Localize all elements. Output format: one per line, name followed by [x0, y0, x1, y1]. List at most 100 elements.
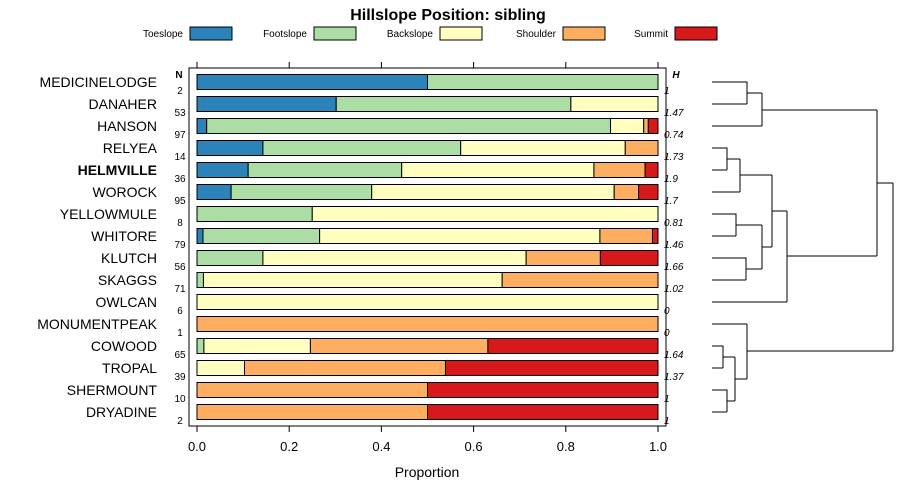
legend-swatch-backslope [439, 26, 483, 41]
bar-skaggs-backslope [202, 272, 503, 288]
bar-klutch-shoulder [525, 250, 601, 266]
legend-label-toeslope: Toeslope [143, 29, 183, 40]
category-label-klutch: KLUTCH [101, 250, 157, 266]
h-value-danaher: 1.47 [664, 108, 684, 119]
legend-label-shoulder: Shoulder [516, 29, 557, 40]
bar-helmville-toeslope [196, 162, 249, 178]
bar-danaher-toeslope [196, 96, 337, 112]
legend-label-summit: Summit [634, 29, 668, 40]
legend-swatch-shoulder [562, 26, 606, 41]
x-axis: 0.0 0.2 0.4 0.6 0.8 1.0 [188, 62, 667, 454]
category-label-hanson: HANSON [97, 118, 157, 134]
bar-tropal-shoulder [243, 360, 446, 376]
h-value-klutch: 1.66 [664, 262, 684, 273]
n-value-tropal: 39 [174, 372, 186, 383]
n-value-yellowmule: 8 [177, 218, 183, 229]
bar-hanson-toeslope [196, 118, 208, 134]
bar-hanson-backslope [610, 118, 645, 134]
bar-relyea-backslope [460, 140, 626, 156]
h-value-owlcan: 0 [664, 306, 670, 317]
bar-whitore-toeslope [196, 228, 204, 244]
bar-relyea-shoulder [624, 140, 659, 156]
category-label-danaher: DANAHER [89, 96, 157, 112]
n-value-whitore: 79 [174, 240, 186, 251]
h-value-shermount: 1 [664, 394, 670, 405]
bar-yellowmule-backslope [311, 206, 659, 222]
legend-swatch-toeslope [189, 26, 233, 41]
bar-monumentpeak-shoulder [196, 316, 659, 332]
category-label-worock: WOROCK [92, 184, 157, 200]
category-label-monumentpeak: MONUMENTPEAK [37, 316, 157, 332]
n-value-medicinelodge: 2 [177, 86, 183, 97]
n-value-helmville: 36 [174, 174, 186, 185]
dendrogram-branch [712, 345, 724, 368]
h-value-tropal: 1.37 [664, 372, 684, 383]
h-value-whitore: 1.46 [664, 240, 684, 251]
dendrogram [712, 81, 894, 413]
h-value-yellowmule: 0.81 [664, 218, 683, 229]
x-tick-label-0-4: 0.4 [372, 439, 390, 454]
h-value-relyea: 1.73 [664, 152, 684, 163]
category-label-skaggs: SKAGGS [98, 272, 157, 288]
h-value-skaggs: 1.02 [664, 284, 684, 295]
n-value-worock: 95 [174, 196, 186, 207]
category-label-dryadine: DRYADINE [86, 404, 157, 420]
bar-klutch-summit [599, 250, 659, 266]
bar-worock-footslope [230, 184, 373, 200]
bar-whitore-summit [651, 228, 659, 244]
n-value-shermount: 10 [174, 394, 186, 405]
bar-klutch-backslope [262, 250, 527, 266]
category-labels: MEDICINELODGE DANAHER HANSON RELYEA HELMVILL… [37, 74, 157, 420]
bar-whitore-shoulder [599, 228, 653, 244]
bar-hanson-shoulder [643, 118, 649, 134]
bar-helmville-footslope [247, 162, 403, 178]
bars [196, 74, 659, 420]
n-value-hanson: 97 [174, 130, 186, 141]
bar-worock-shoulder [613, 184, 640, 200]
bar-cowood-backslope [203, 338, 311, 354]
dendrogram-branch [712, 81, 748, 104]
x-axis-label: Proportion [395, 464, 460, 480]
h-value-helmville: 1.9 [664, 174, 678, 185]
h-column: 1 1.47 0.74 1.73 1.9 1.7 0.81 1.46 1.66 1.02 0 0 1.6… [664, 86, 684, 427]
x-tick-label-0-6: 0.6 [465, 439, 483, 454]
bar-danaher-footslope [335, 96, 572, 112]
dendrogram-branch [712, 213, 737, 236]
chart-title: Hillslope Position: sibling [350, 7, 546, 24]
h-value-cowood: 1.64 [664, 350, 684, 361]
h-value-medicinelodge: 1 [664, 86, 670, 97]
bar-shermount-summit [427, 382, 659, 398]
category-label-whitore: WHITORE [91, 228, 157, 244]
bar-hanson-summit [647, 118, 659, 134]
plot-frame [188, 67, 667, 427]
bar-klutch-footslope [196, 250, 264, 266]
bar-relyea-toeslope [196, 140, 264, 156]
bar-cowood-summit [487, 338, 659, 354]
h-value-worock: 1.7 [664, 196, 678, 207]
bar-yellowmule-footslope [196, 206, 313, 222]
bar-shermount-shoulder [196, 382, 428, 398]
bar-dryadine-shoulder [196, 404, 428, 420]
n-value-danaher: 53 [174, 108, 186, 119]
bar-danaher-backslope [570, 96, 659, 112]
bar-helmville-shoulder [593, 162, 646, 178]
n-value-skaggs: 71 [174, 284, 186, 295]
legend: Toeslope Footslope Backslope Shoulder Summit [143, 26, 718, 41]
n-value-dryadine: 2 [177, 416, 183, 427]
category-label-yellowmule: YELLOWMULE [60, 206, 157, 222]
category-label-owlcan: OWLCAN [96, 294, 157, 310]
category-label-helmville: HELMVILLE [78, 162, 157, 178]
n-value-relyea: 14 [174, 152, 186, 163]
dendrogram-branch [712, 257, 747, 280]
category-label-shermount: SHERMOUNT [67, 382, 158, 398]
h-value-hanson: 0.74 [664, 130, 684, 141]
bar-helmville-backslope [401, 162, 595, 178]
h-header: H [672, 70, 680, 81]
n-value-owlcan: 6 [177, 306, 183, 317]
bar-skaggs-footslope [196, 272, 204, 288]
bar-helmville-summit [644, 162, 659, 178]
bar-tropal-summit [444, 360, 659, 376]
bar-owlcan-backslope [196, 294, 659, 310]
x-tick-label-0-0: 0.0 [188, 439, 206, 454]
